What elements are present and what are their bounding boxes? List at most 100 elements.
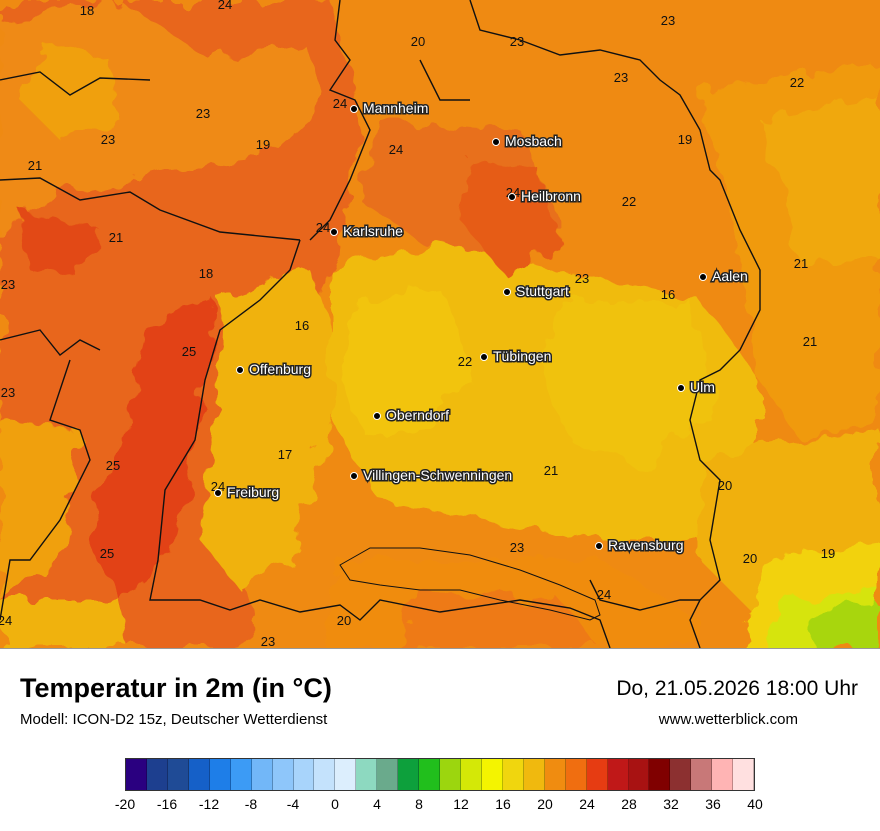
city-label: Mannheim	[363, 100, 428, 116]
legend-tick-label: 8	[415, 796, 423, 812]
city-label: Oberndorf	[386, 407, 449, 423]
temperature-value: 19	[678, 132, 692, 147]
legend-swatch	[691, 759, 713, 790]
city-dot	[699, 273, 707, 281]
legend-swatch	[251, 759, 273, 790]
city-dot	[350, 472, 358, 480]
city-dot	[480, 353, 488, 361]
temperature-value: 22	[458, 354, 472, 369]
temperature-value: 22	[622, 194, 636, 209]
temperature-value: 24	[597, 587, 611, 602]
temperature-value: 24	[333, 96, 347, 111]
temperature-value: 24	[218, 0, 232, 12]
legend-swatch	[314, 759, 336, 790]
legend-swatch	[293, 759, 315, 790]
city-dot	[508, 193, 516, 201]
legend-swatch	[481, 759, 503, 790]
legend-tick-label: 16	[495, 796, 511, 812]
city-label: Offenburg	[249, 361, 311, 377]
city-label: Aalen	[712, 268, 748, 284]
legend-swatch	[377, 759, 399, 790]
legend-tick-label: 12	[453, 796, 469, 812]
color-legend	[125, 758, 755, 791]
legend-swatch	[502, 759, 524, 790]
city-label: Ulm	[690, 379, 715, 395]
temperature-value: 21	[794, 256, 808, 271]
city-dot	[503, 288, 511, 296]
temperature-value: 16	[295, 318, 309, 333]
legend-swatch	[565, 759, 587, 790]
legend-swatch	[628, 759, 650, 790]
city-label: Ravensburg	[608, 537, 684, 553]
temperature-field	[0, 0, 880, 648]
temperature-map: 18 24 20 23 23 22 24 23 23 19 24 23 19 22 21 24 24 21 23 18…	[0, 0, 880, 648]
legend-swatch	[440, 759, 461, 790]
legend-tick-label: 4	[373, 796, 381, 812]
temperature-labels: 18 24 20 23 23 22 24 23 23 19 24 23 19 22 21 24 24 21 23 18…	[0, 0, 835, 648]
temperature-value: 18	[199, 266, 213, 281]
temperature-value: 19	[256, 137, 270, 152]
legend-tick-label: 24	[579, 796, 595, 812]
temperature-value: 23	[510, 540, 524, 555]
temperature-value: 16	[661, 287, 675, 302]
state-borders	[0, 0, 761, 648]
legend-swatch	[586, 759, 608, 790]
legend-swatch	[733, 759, 755, 790]
temperature-value: 22	[790, 75, 804, 90]
temperature-value: 25	[100, 546, 114, 561]
legend-swatch	[670, 759, 692, 790]
legend-tick-label: 40	[747, 796, 763, 812]
temperature-value: 25	[182, 344, 196, 359]
legend-swatch	[419, 759, 441, 790]
temperature-value: 23	[575, 271, 589, 286]
legend-swatch	[649, 759, 671, 790]
temperature-value: 19	[821, 546, 835, 561]
city-label: Tübingen	[493, 348, 551, 364]
city-dot	[214, 489, 222, 497]
map-title: Temperatur in 2m (in °C)	[20, 673, 332, 703]
temperature-value: 21	[28, 158, 42, 173]
legend-tick-label: -12	[198, 796, 220, 812]
legend-tick-label: 36	[705, 796, 721, 812]
temperature-value: 23	[614, 70, 628, 85]
legend-swatch	[335, 759, 357, 790]
temperature-value: 23	[510, 34, 524, 49]
temperature-value: 23	[196, 106, 210, 121]
city-label: Villingen-Schwenningen	[363, 467, 512, 483]
legend-swatch	[230, 759, 252, 790]
legend-swatch	[607, 759, 629, 790]
temperature-value: 24	[389, 142, 403, 157]
legend-tick-label: 32	[663, 796, 679, 812]
legend-tick-label: -8	[244, 796, 258, 812]
legend-swatch	[398, 759, 420, 790]
forecast-datetime: Do, 21.05.2026 18:00 Uhr	[616, 677, 858, 700]
city-dot	[492, 138, 500, 146]
temperature-value: 21	[803, 334, 817, 349]
city-label: Stuttgart	[516, 283, 569, 299]
temperature-value: 24	[0, 613, 12, 628]
legend-swatch	[167, 759, 189, 790]
temperature-value: 23	[661, 13, 675, 28]
city-markers: Mannheim Mosbach Heilbronn Karlsruhe Aalen St…	[214, 99, 749, 555]
temperature-value: 21	[544, 463, 558, 478]
temperature-value: 23	[101, 132, 115, 147]
temperature-value: 20	[337, 613, 351, 628]
temperature-value: 23	[261, 634, 275, 648]
legend-tick-label: -20	[114, 796, 136, 812]
legend-tick-label: 28	[621, 796, 637, 812]
city-dot	[373, 412, 381, 420]
temperature-value: 25	[106, 458, 120, 473]
website-link[interactable]: www.wetterblick.com	[658, 711, 798, 728]
temperature-value: 20	[411, 34, 425, 49]
model-source: Modell: ICON-D2 15z, Deutscher Wetterdie…	[20, 711, 328, 728]
legend-swatch	[188, 759, 210, 790]
legend-tick-label: -16	[156, 796, 178, 812]
legend-swatch	[712, 759, 734, 790]
temperature-value: 20	[718, 478, 732, 493]
city-dot	[330, 228, 338, 236]
city-dot	[236, 366, 244, 374]
temperature-value: 23	[1, 277, 15, 292]
legend-swatch	[146, 759, 168, 790]
legend-tick-label: 20	[537, 796, 553, 812]
legend-swatch	[272, 759, 294, 790]
